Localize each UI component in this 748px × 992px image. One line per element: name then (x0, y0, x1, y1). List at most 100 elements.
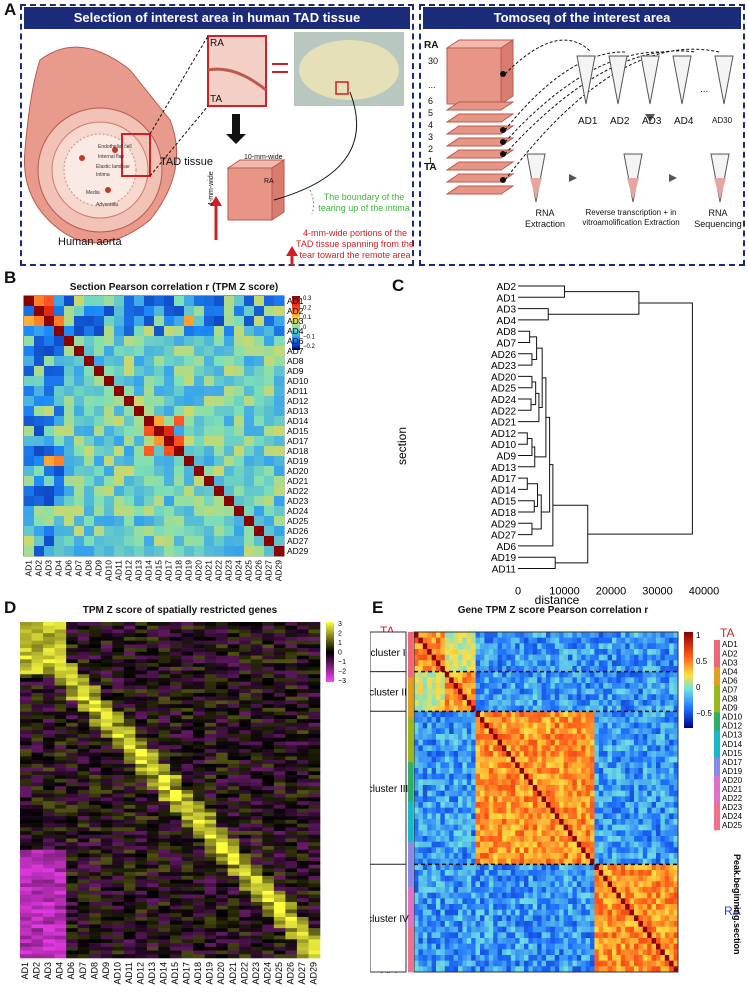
heatmap-cell (77, 636, 90, 641)
heatmap-cell (74, 476, 85, 487)
heatmap-cell (250, 625, 263, 630)
heatmap-cell (273, 622, 286, 627)
heatmap-cell (660, 637, 666, 644)
heatmap-cell (262, 711, 275, 716)
heatmap-cell (581, 756, 586, 763)
heatmap-cell (154, 356, 165, 367)
heatmap-cell (244, 356, 255, 367)
heatmap-cell (66, 681, 78, 686)
heatmap-cell (484, 745, 490, 752)
heatmap-cell (250, 681, 263, 686)
heatmap-cell (123, 666, 136, 671)
heatmap-cell (146, 678, 159, 683)
heatmap-cell (43, 931, 55, 936)
heatmap-cell (89, 812, 102, 817)
dendrogram-leaf: AD21 (491, 418, 516, 429)
heatmap-cell (431, 785, 437, 791)
heatmap-cell (214, 346, 225, 357)
heatmap-cell (146, 748, 159, 753)
heatmap-cell (308, 786, 321, 791)
heatmap-cell (227, 782, 240, 787)
heatmap-cell (244, 536, 255, 547)
heatmap-cell (559, 671, 564, 678)
heatmap-cell (216, 756, 228, 761)
heatmap-cell (112, 872, 125, 877)
heatmap-cell (642, 745, 648, 752)
heatmap-cell (34, 396, 45, 407)
heatmap-cell (568, 756, 573, 763)
heatmap-cell (204, 868, 217, 873)
heatmap-cell (273, 722, 286, 727)
heatmap-cell (94, 386, 105, 397)
heatmap-cell (66, 920, 78, 925)
heatmap-cell (550, 722, 556, 729)
heatmap-cell (475, 677, 481, 684)
heatmap-cell (20, 752, 32, 757)
heatmap-cell (480, 688, 485, 695)
heatmap-cell (444, 717, 450, 723)
heatmap-cell (74, 396, 85, 407)
heatmap-cell (546, 671, 551, 678)
heatmap-cell (285, 838, 298, 843)
row-label: AD23 (287, 496, 309, 506)
heatmap-cell (100, 797, 113, 802)
heatmap-cell (625, 745, 630, 752)
dendrogram-link (518, 392, 540, 423)
heatmap-cell (466, 796, 472, 803)
heatmap-cell (227, 622, 240, 627)
heatmap-cell (603, 637, 608, 644)
heatmap-cell (227, 913, 240, 918)
heatmap-cell (146, 625, 159, 630)
heatmap-cell (104, 346, 115, 357)
heatmap-cell (466, 654, 472, 661)
heatmap-cell (264, 316, 275, 327)
heatmap-cell (204, 644, 217, 649)
heatmap-cell (537, 779, 542, 786)
heatmap-cell (308, 700, 321, 705)
heatmap-cell (296, 752, 309, 757)
heatmap-cell (308, 674, 321, 679)
heatmap-cell (262, 894, 275, 899)
heatmap-cell (244, 326, 255, 337)
legend-ta-label: TA (720, 626, 735, 640)
heatmap-cell (181, 823, 194, 828)
heatmap-cell (480, 666, 485, 672)
heatmap-cell (66, 849, 78, 854)
heatmap-cell (158, 849, 171, 854)
heatmap-cell (54, 296, 65, 307)
heatmap-cell (170, 644, 182, 649)
heatmap-cell (515, 739, 520, 746)
heatmap-cell (194, 296, 205, 307)
heatmap-cell (89, 767, 102, 772)
heatmap-cell (54, 846, 67, 851)
heatmap-cell (214, 446, 225, 457)
heatmap-cell (422, 756, 428, 763)
heatmap-cell (104, 406, 115, 417)
heatmap-cell (673, 773, 679, 780)
heatmap-cell (250, 737, 263, 742)
heatmap-cell (135, 711, 148, 716)
heatmap-cell (262, 644, 275, 649)
heatmap-cell (440, 722, 446, 729)
heatmap-cell (629, 705, 635, 712)
heatmap-cell (54, 943, 67, 948)
heatmap-cell (453, 751, 459, 757)
heatmap-cell (31, 726, 44, 731)
heatmap-cell (471, 688, 476, 695)
heatmap-cell (74, 436, 85, 447)
heatmap-cell (515, 649, 520, 655)
heatmap-cell (308, 741, 321, 746)
heatmap-cell (181, 689, 194, 694)
heatmap-cell (89, 748, 102, 753)
heatmap-cell (66, 797, 78, 802)
heatmap-cell (234, 356, 245, 367)
heatmap-cell (204, 939, 217, 944)
heatmap-cell (664, 654, 670, 661)
heatmap-cell (174, 446, 185, 457)
heatmap-cell (181, 872, 194, 877)
heatmap-cell (239, 816, 252, 821)
heatmap-cell (146, 782, 159, 787)
heatmap-cell (214, 516, 225, 527)
heatmap-cell (112, 894, 125, 899)
heatmap-cell (537, 728, 542, 735)
